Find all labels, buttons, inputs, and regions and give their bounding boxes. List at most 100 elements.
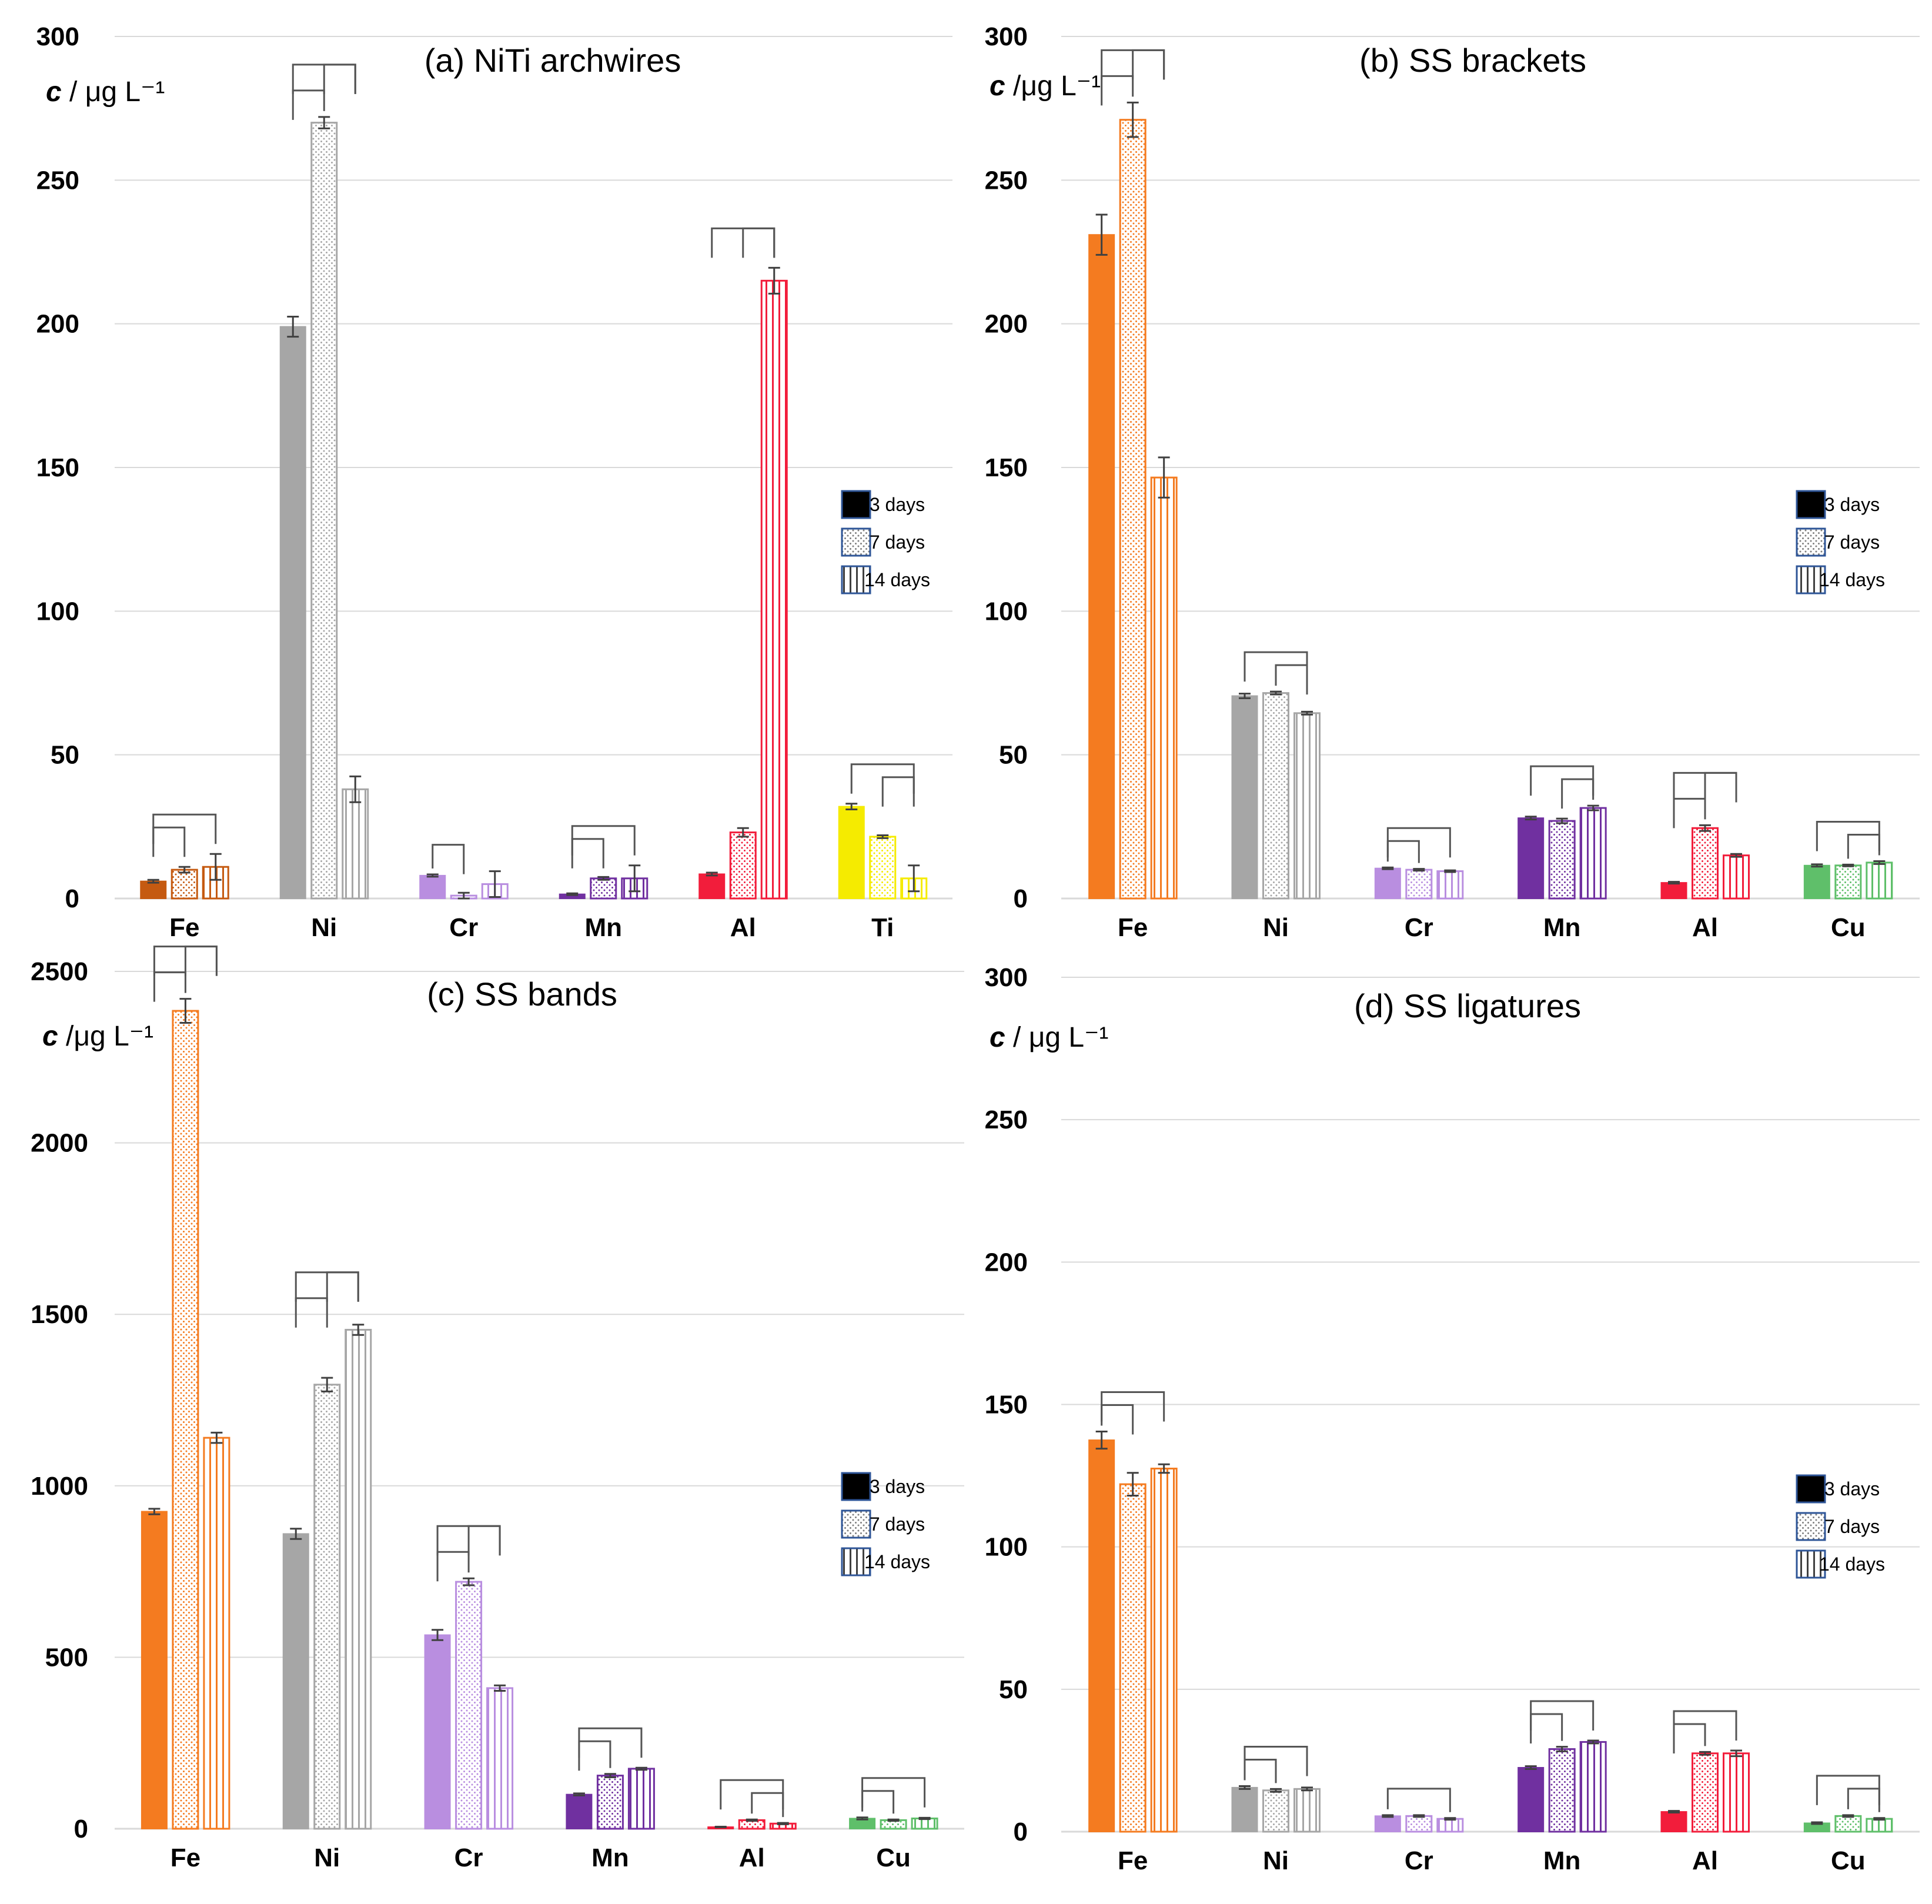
chart-title: (b) SS brackets — [1359, 42, 1586, 79]
x-tick-label: Mn — [1543, 913, 1581, 942]
bar-group-cu — [849, 1777, 938, 1830]
y-tick-label: 0 — [74, 1815, 88, 1843]
legend: 3 days 7 days 14 days — [1796, 490, 1885, 594]
bar-mn-14days — [1579, 807, 1607, 900]
legend-label: 7 days — [870, 532, 925, 553]
bar-group-fe — [1088, 1391, 1178, 1833]
bar-group-cr — [419, 844, 509, 900]
bar-group-fe — [1088, 49, 1178, 900]
bar-cu-3days — [1803, 864, 1830, 900]
bar-fe-7days — [1119, 119, 1147, 900]
bar-cr-14days — [1436, 1818, 1464, 1833]
bar-cu-14days — [1866, 1818, 1893, 1833]
significance-bracket — [1132, 49, 1165, 80]
significance-bracket — [1244, 651, 1308, 682]
bar-group-cr — [1374, 827, 1464, 900]
bar-mn-7days — [1548, 1748, 1576, 1833]
bar-group-cu — [1803, 820, 1893, 900]
y-tick-label: 2500 — [31, 957, 88, 986]
legend-label: 3 days — [870, 494, 925, 515]
y-tick-label: 200 — [36, 310, 79, 339]
legend-swatch — [1796, 1474, 1826, 1504]
significance-bracket — [850, 763, 915, 794]
bar-cr-7days — [1405, 1815, 1433, 1833]
x-tick-label: Cr — [454, 1843, 483, 1872]
legend: 3 days 7 days 14 days — [841, 490, 930, 594]
y-tick-label: 0 — [1014, 1818, 1028, 1846]
y-tick-label: 200 — [985, 310, 1028, 339]
bar-fe-3days — [141, 1511, 168, 1830]
significance-bracket — [1816, 1775, 1880, 1805]
legend-label: 14 days — [864, 1551, 930, 1572]
significance-bracket — [432, 844, 465, 874]
significance-bracket — [1673, 797, 1706, 829]
y-tick-label: 150 — [36, 453, 79, 482]
bar-group-fe — [140, 813, 229, 900]
legend: 3 days 7 days 14 days — [841, 1472, 930, 1576]
y-tick-label: 50 — [999, 741, 1028, 770]
bar-group-al — [707, 1779, 797, 1830]
bar-al-7days — [729, 831, 757, 900]
bar-fe-3days — [1088, 234, 1115, 899]
x-tick-label: Fe — [1118, 1846, 1148, 1875]
bar-cu-14days — [1866, 861, 1893, 900]
y-tick-label: 250 — [985, 1105, 1028, 1134]
bar-al-3days — [698, 873, 726, 900]
legend-label: 7 days — [1824, 532, 1880, 553]
significance-bracket — [1101, 75, 1134, 106]
bar-ni-3days — [1231, 695, 1258, 899]
bar-al-14days — [1723, 1752, 1750, 1833]
x-tick-label: Ti — [871, 913, 894, 942]
bar-group-cr — [424, 1525, 514, 1830]
x-tick-label: Ni — [1263, 1846, 1289, 1875]
bar-group-cr — [1374, 1788, 1464, 1833]
bar-group-mn — [1517, 765, 1607, 900]
bar-group-ni — [1231, 651, 1321, 900]
bar-cr-14days — [1436, 870, 1464, 900]
legend-swatch — [841, 527, 871, 557]
bar-ni-7days — [1262, 1789, 1289, 1833]
chart-panel-a: 0 50 100 150 200 250 300 (a) NiTi archwires c / … — [36, 22, 952, 942]
x-tick-label: Cu — [1831, 1846, 1866, 1875]
bar-group-mn — [559, 825, 649, 900]
y-tick-label: 300 — [985, 963, 1028, 992]
legend-swatch — [1796, 490, 1826, 519]
bar-al-7days — [1692, 827, 1719, 900]
chart-panel-b: 0 50 100 150 200 250 300 (b) SS brackets c /μg L… — [985, 22, 1920, 942]
legend-label: 3 days — [870, 1476, 925, 1497]
bar-ni-14days — [1293, 1788, 1321, 1833]
bar-group-al — [698, 227, 788, 900]
x-tick-label: Ni — [1263, 913, 1289, 942]
bar-mn-14days — [627, 1768, 655, 1830]
significance-bracket — [323, 64, 356, 94]
significance-bracket — [1673, 1710, 1737, 1741]
chart-panel-d: 0 50 100 150 200 250 300 (d) SS ligatures c / μg… — [985, 963, 1920, 1875]
bar-mn-7days — [1548, 820, 1576, 900]
significance-bracket — [436, 1551, 470, 1582]
legend-swatch — [841, 565, 871, 594]
bar-fe-3days — [140, 880, 167, 900]
bar-group-ni — [282, 1271, 372, 1830]
significance-bracket — [1530, 1700, 1595, 1731]
y-tick-label: 150 — [985, 1391, 1028, 1419]
y-tick-label: 100 — [985, 1533, 1028, 1562]
x-tick-label: Cr — [1405, 1846, 1433, 1875]
y-tick-label: 2000 — [31, 1129, 88, 1158]
y-tick-label: 1000 — [31, 1472, 88, 1501]
bar-al-14days — [1723, 854, 1750, 900]
bar-ni-14days — [342, 788, 369, 900]
legend-swatch — [1796, 1549, 1826, 1579]
legend-swatch — [841, 1509, 871, 1539]
bar-ni-3days — [279, 326, 306, 899]
significance-bracket — [742, 227, 776, 258]
bar-ni-7days — [313, 1384, 341, 1830]
bar-ti-7days — [869, 836, 897, 900]
significance-bracket — [184, 946, 218, 976]
chart-title: (d) SS ligatures — [1354, 987, 1581, 1024]
legend-swatch — [841, 1472, 871, 1501]
legend-swatch — [1796, 565, 1826, 594]
legend-swatch — [841, 490, 871, 519]
chart-title: (a) NiTi archwires — [424, 42, 681, 79]
legend-swatch — [1796, 527, 1826, 557]
